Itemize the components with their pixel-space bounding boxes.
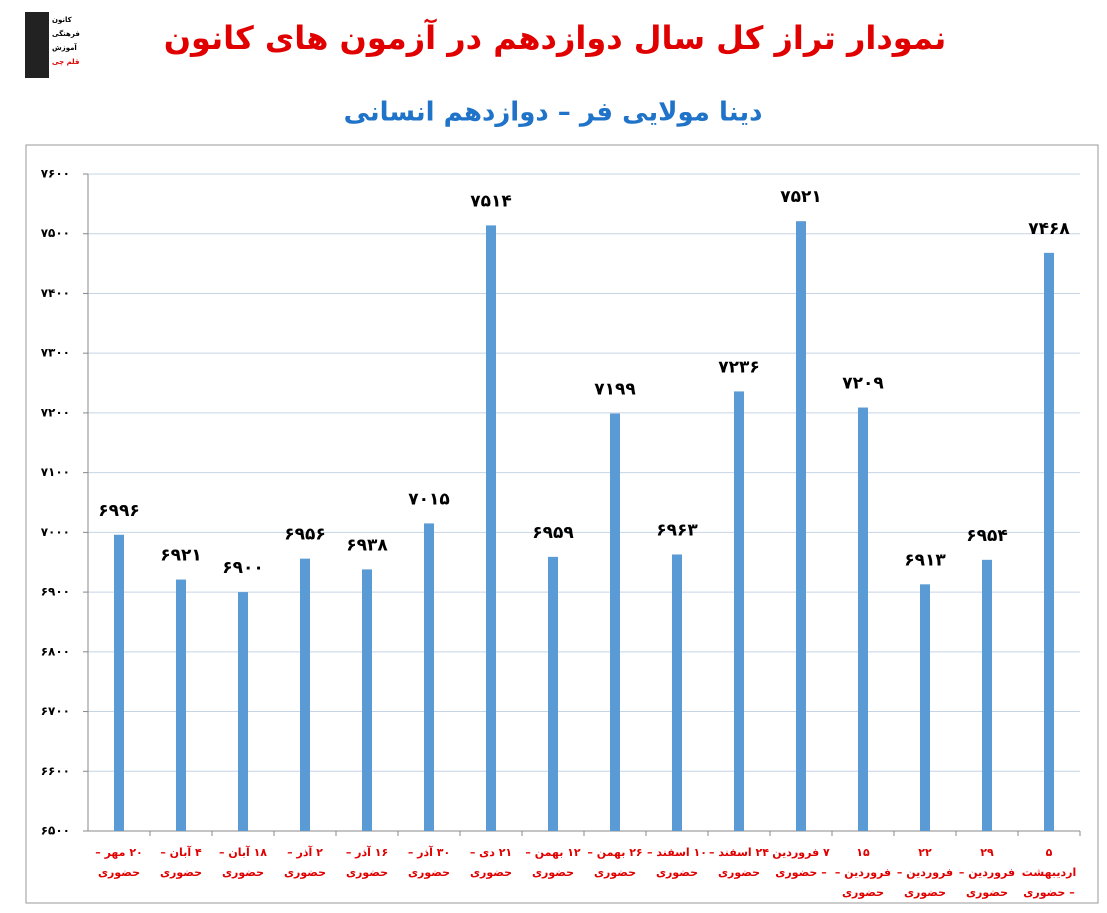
data-label: ۶۹۹۶ [98, 501, 140, 521]
bar [114, 534, 124, 831]
y-tick-label: ۷۱۰۰ [41, 465, 70, 479]
y-tick-label: ۷۴۰۰ [41, 286, 70, 300]
y-tick-label: ۶۸۰۰ [41, 644, 70, 658]
data-label: ۷۵۲۱ [780, 187, 822, 207]
logo-text: فرهنگی [52, 30, 80, 38]
x-tick-label: ۲۰ مهر – حضوری [95, 846, 143, 879]
y-tick-label: ۶۷۰۰ [41, 704, 70, 718]
bar [486, 225, 496, 831]
data-label: ۶۹۶۳ [656, 520, 698, 540]
y-tick-label: ۷۶۰۰ [41, 167, 70, 181]
chart-subtitle: دینا مولایی فر – دوازدهم انسانی [344, 98, 763, 128]
x-tick-label: ۳۰ آذر – حضوری [407, 846, 451, 879]
bar [1044, 252, 1054, 832]
data-label: ۷۰۱۵ [408, 489, 450, 509]
x-tick-label: ۱۶ آذر – حضوری [345, 846, 389, 879]
data-label: ۶۹۵۴ [966, 526, 1008, 546]
bar [424, 523, 434, 831]
bar [796, 221, 806, 831]
logo-text: آموزش [52, 44, 77, 52]
y-tick-label: ۶۶۰۰ [41, 764, 70, 778]
bar [920, 584, 930, 831]
bar [238, 592, 248, 831]
data-label: ۷۴۶۸ [1028, 219, 1070, 239]
y-tick-label: ۷۳۰۰ [41, 346, 70, 360]
y-tick-label: ۶۵۰۰ [41, 824, 70, 838]
data-label: ۷۵۱۴ [470, 191, 512, 211]
x-tick-label: ۲۴ اسفند – حضوری [709, 846, 769, 879]
chart-title: نمودار تراز کل سال دوازدهم در آزمون های … [164, 18, 947, 57]
x-tick-label: ۷ فروردین – حضوری [772, 846, 830, 879]
y-tick-label: ۷۲۰۰ [41, 405, 70, 419]
bar [548, 556, 558, 831]
data-label: ۶۹۵۶ [284, 525, 326, 545]
x-tick-label: ۲ آذر – حضوری [283, 846, 327, 879]
bar [176, 579, 186, 831]
x-tick-label: ۱۲ بهمن – حضوری [525, 846, 581, 879]
chart-frame [25, 144, 1099, 904]
bar [300, 558, 310, 831]
bar [672, 554, 682, 831]
x-tick-label: ۲۲ فروردین – حضوری [896, 846, 954, 899]
x-tick-label: ۵ اردیبهشت – حضوری [1021, 846, 1077, 899]
y-tick-label: ۷۰۰۰ [41, 525, 70, 539]
data-label: ۶۹۰۰ [222, 558, 264, 578]
data-label: ۷۲۳۶ [718, 357, 760, 377]
bar [610, 413, 620, 831]
bar [858, 407, 868, 831]
logo-text: کانون [52, 16, 72, 24]
data-label: ۷۱۹۹ [594, 380, 636, 400]
x-tick-label: ۴ آبان – حضوری [159, 846, 203, 879]
logo-figure [25, 12, 49, 78]
x-tick-label: ۱۸ آبان – حضوری [218, 846, 268, 879]
x-tick-label: ۱۵ فروردین – حضوری [834, 846, 892, 899]
bar [362, 569, 372, 831]
x-tick-label: ۲۶ بهمن – حضوری [587, 846, 643, 879]
data-label: ۷۲۰۹ [842, 374, 884, 394]
x-tick-label: ۲۱ دی – حضوری [469, 846, 513, 879]
bar [734, 391, 744, 831]
data-label: ۶۹۵۹ [532, 523, 574, 543]
bar [982, 559, 992, 831]
logo-text: قلم چی [52, 58, 80, 66]
y-tick-label: ۶۹۰۰ [41, 585, 70, 599]
data-label: ۶۹۳۸ [346, 535, 388, 555]
y-tick-label: ۷۵۰۰ [41, 226, 70, 240]
data-label: ۶۹۱۳ [904, 550, 946, 570]
data-label: ۶۹۲۱ [160, 546, 202, 566]
x-tick-label: ۲۹ فروردین – حضوری [958, 846, 1016, 899]
x-tick-label: ۱۰ اسفند – حضوری [647, 846, 707, 879]
